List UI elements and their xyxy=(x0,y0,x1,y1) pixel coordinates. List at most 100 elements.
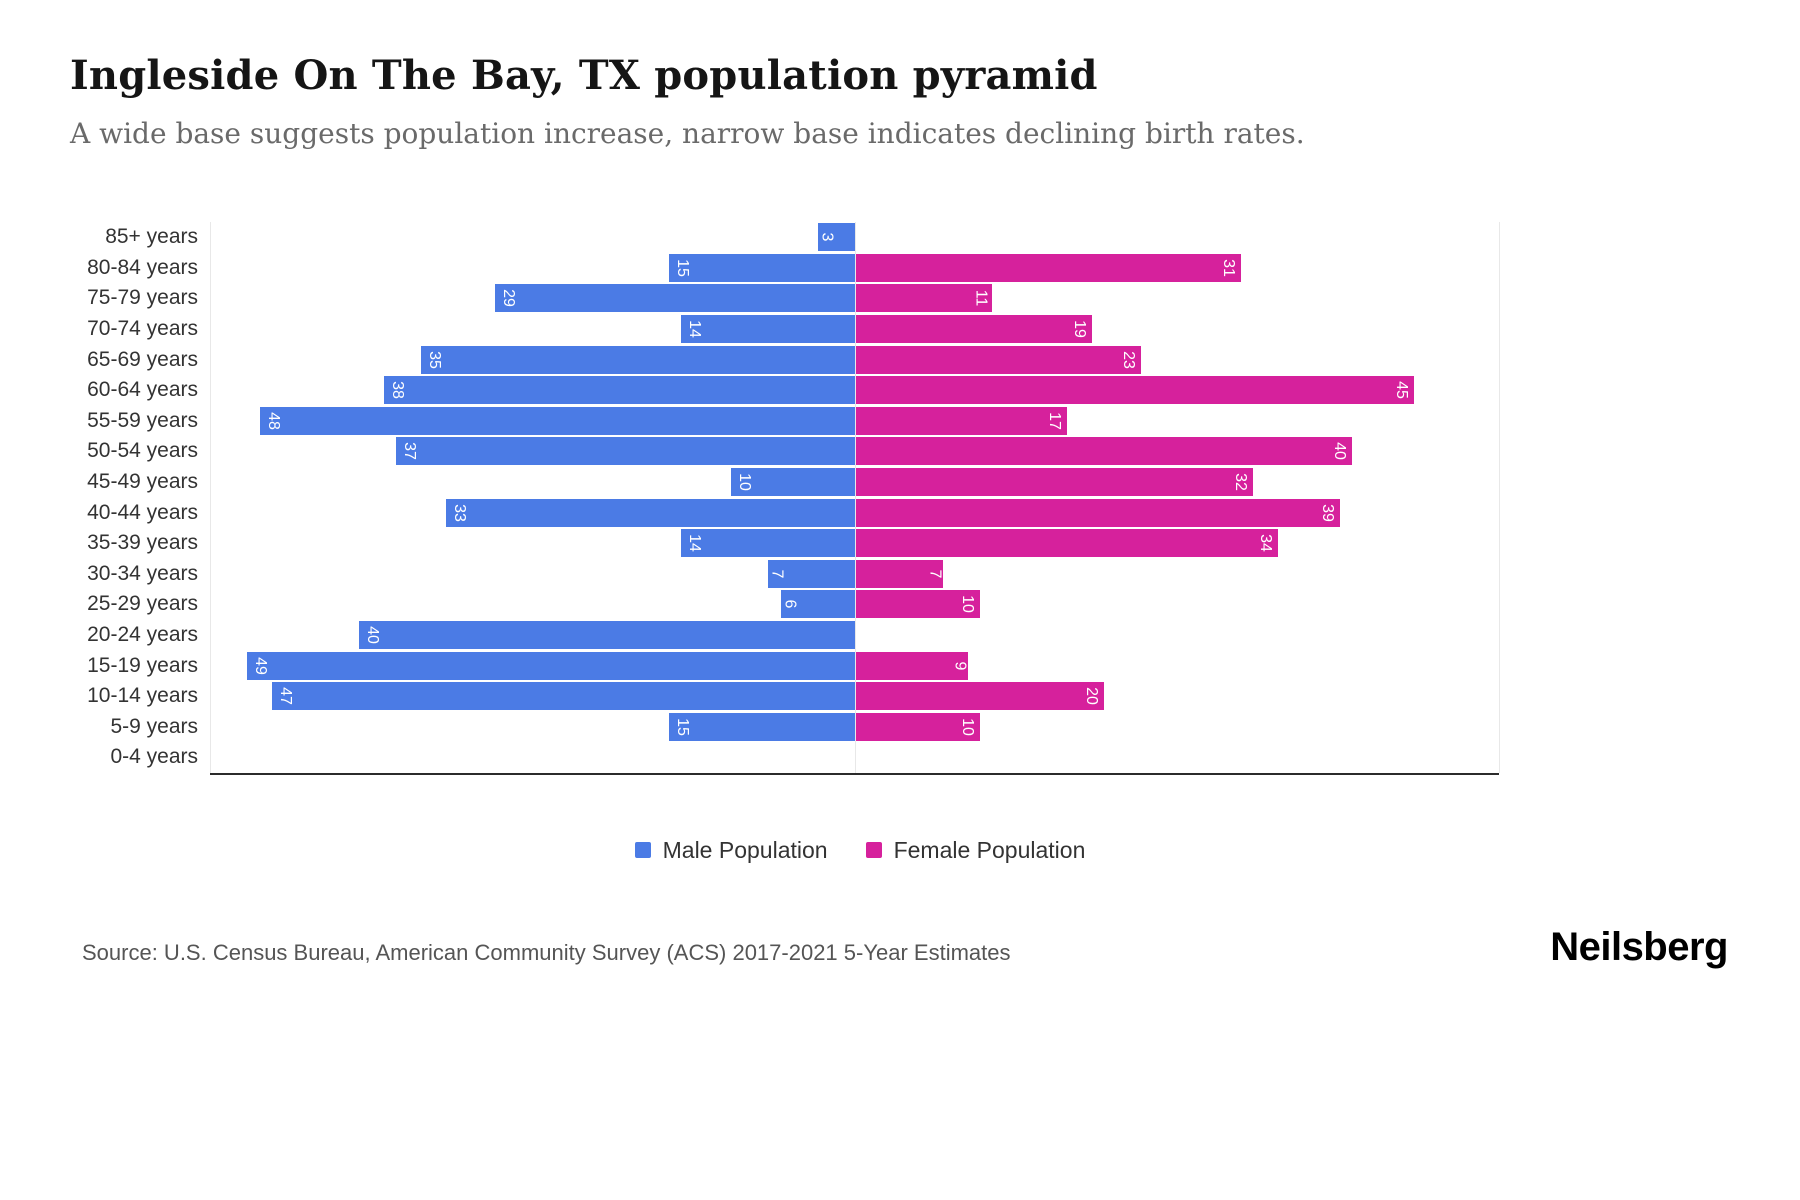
age-group-label: 0-4 years xyxy=(110,745,198,769)
female-bar[interactable]: 11 xyxy=(856,284,993,313)
age-group-label: 80-84 years xyxy=(87,255,198,279)
x-axis-line xyxy=(210,772,1499,775)
male-bar-value: 6 xyxy=(781,599,799,609)
male-bar[interactable]: 14 xyxy=(681,529,855,558)
pyramid-row: 25-29 years 6 10 xyxy=(10,589,1500,620)
male-bar[interactable]: 15 xyxy=(668,712,855,741)
bar-track xyxy=(210,743,1500,771)
female-bar-value: 39 xyxy=(1318,503,1336,522)
age-group-label: 65-69 years xyxy=(87,347,198,371)
female-bar-value: 32 xyxy=(1232,473,1250,491)
male-bar[interactable]: 40 xyxy=(358,621,855,650)
pyramid-row: 80-84 years 15 31 xyxy=(10,253,1500,284)
female-bar[interactable]: 7 xyxy=(856,559,943,588)
pyramid-row: 30-34 years 7 7 xyxy=(10,559,1500,590)
neilsberg-logo: Neilsberg xyxy=(1550,925,1728,969)
age-group-label: 5-9 years xyxy=(110,714,198,738)
bar-track: 3 xyxy=(210,223,1500,252)
female-bar[interactable]: 19 xyxy=(856,315,1092,344)
pyramid-row: 20-24 years 40 xyxy=(10,620,1500,651)
legend-item-male[interactable]: Male Population xyxy=(634,837,828,864)
gridline-center xyxy=(855,222,856,773)
age-group-label: 75-79 years xyxy=(87,286,198,310)
female-bar-value: 19 xyxy=(1070,320,1088,338)
rows-container: 85+ years 3 80-84 years 15 31 75-79 years 29 11… xyxy=(10,222,1500,773)
male-bar[interactable]: 7 xyxy=(768,559,855,588)
female-bar-value: 34 xyxy=(1256,534,1274,553)
bar-track: 49 9 xyxy=(210,651,1500,680)
bar-track: 29 11 xyxy=(210,284,1500,313)
bar-track: 15 31 xyxy=(210,253,1500,282)
male-bar-value: 15 xyxy=(673,258,691,277)
chart-footer: Source: U.S. Census Bureau, American Com… xyxy=(0,925,1800,970)
bar-track: 10 32 xyxy=(210,468,1500,497)
male-bar[interactable]: 33 xyxy=(445,498,855,527)
male-bar-value: 10 xyxy=(735,473,753,491)
male-bar[interactable]: 38 xyxy=(383,376,855,405)
male-bar[interactable]: 15 xyxy=(668,253,855,282)
male-bar-value: 7 xyxy=(768,569,786,579)
age-group-label: 10-14 years xyxy=(87,684,198,708)
female-bar[interactable]: 9 xyxy=(856,651,968,680)
female-bar[interactable]: 10 xyxy=(856,712,981,741)
female-bar[interactable]: 40 xyxy=(856,437,1353,466)
page-title: Ingleside On The Bay, TX population pyra… xyxy=(70,52,1098,99)
female-legend-swatch xyxy=(865,842,882,859)
female-bar-value: 31 xyxy=(1219,258,1237,277)
age-group-label: 15-19 years xyxy=(87,653,198,677)
male-bar-value: 37 xyxy=(400,442,418,461)
age-group-label: 25-29 years xyxy=(87,592,198,616)
source-text: Source: U.S. Census Bureau, American Com… xyxy=(82,940,1011,965)
age-group-label: 70-74 years xyxy=(87,317,198,341)
bar-track: 14 34 xyxy=(210,529,1500,558)
pyramid-row: 35-39 years 14 34 xyxy=(10,528,1500,559)
male-bar[interactable]: 3 xyxy=(817,223,855,252)
male-bar[interactable]: 48 xyxy=(259,406,855,435)
page-subtitle: A wide base suggests population increase… xyxy=(70,117,1305,150)
bar-track: 47 20 xyxy=(210,682,1500,711)
pyramid-row: 70-74 years 14 19 xyxy=(10,314,1500,345)
age-group-label: 20-24 years xyxy=(87,623,198,647)
male-bar-value: 14 xyxy=(686,534,704,553)
bar-track: 6 10 xyxy=(210,590,1500,619)
pyramid-row: 65-69 years 35 23 xyxy=(10,344,1500,375)
female-bar[interactable]: 31 xyxy=(856,253,1241,282)
female-bar[interactable]: 32 xyxy=(856,468,1253,497)
female-bar-value: 40 xyxy=(1331,442,1349,461)
age-group-label: 30-34 years xyxy=(87,561,198,585)
age-group-label: 55-59 years xyxy=(87,408,198,432)
female-bar[interactable]: 34 xyxy=(856,529,1278,558)
female-bar-value: 23 xyxy=(1120,350,1138,369)
male-bar[interactable]: 47 xyxy=(272,682,855,711)
age-group-label: 40-44 years xyxy=(87,500,198,524)
male-legend-swatch xyxy=(634,842,651,859)
bar-track: 38 45 xyxy=(210,376,1500,405)
male-bar[interactable]: 14 xyxy=(681,315,855,344)
male-bar[interactable]: 10 xyxy=(730,468,855,497)
female-bar[interactable]: 45 xyxy=(856,376,1415,405)
legend-item-female[interactable]: Female Population xyxy=(865,836,1086,864)
female-bar[interactable]: 39 xyxy=(856,498,1340,527)
age-group-label: 50-54 years xyxy=(87,439,198,463)
female-bar[interactable]: 17 xyxy=(856,406,1067,435)
male-bar[interactable]: 29 xyxy=(495,284,855,313)
female-bar[interactable]: 20 xyxy=(856,682,1105,711)
male-bar-value: 35 xyxy=(425,350,443,369)
female-legend-label: Female Population xyxy=(893,836,1086,863)
female-bar-value: 45 xyxy=(1393,381,1411,400)
pyramid-row: 60-64 years 38 45 xyxy=(10,375,1500,406)
male-bar[interactable]: 35 xyxy=(420,345,855,374)
age-group-label: 45-49 years xyxy=(87,470,198,494)
bar-track: 35 23 xyxy=(210,345,1500,374)
male-bar-value: 3 xyxy=(818,232,836,242)
pyramid-row: 40-44 years 33 39 xyxy=(10,497,1500,528)
male-bar-value: 40 xyxy=(363,626,381,644)
male-bar[interactable]: 49 xyxy=(247,651,855,680)
female-bar[interactable]: 23 xyxy=(856,345,1142,374)
female-bar[interactable]: 10 xyxy=(856,590,981,619)
male-bar[interactable]: 37 xyxy=(396,437,855,466)
plot-area: 85+ years 3 80-84 years 15 31 75-79 years 29 11… xyxy=(10,222,1500,775)
male-bar[interactable]: 6 xyxy=(780,590,855,619)
age-group-label: 60-64 years xyxy=(87,378,198,402)
